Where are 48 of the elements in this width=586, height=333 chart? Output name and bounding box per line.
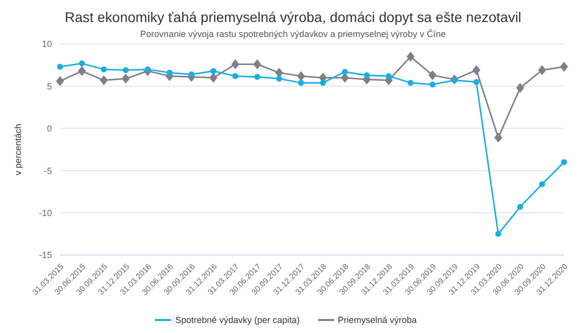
point bbox=[254, 74, 260, 80]
point bbox=[430, 82, 436, 88]
point bbox=[560, 62, 568, 72]
point bbox=[166, 70, 173, 76]
point bbox=[232, 73, 238, 80]
y-tick-label: -5 bbox=[44, 166, 52, 176]
y-axis-title: v percentách bbox=[13, 124, 24, 176]
y-tick-label: -10 bbox=[38, 208, 52, 218]
point bbox=[538, 65, 546, 76]
point bbox=[495, 230, 502, 237]
point bbox=[473, 78, 480, 85]
point bbox=[100, 66, 107, 72]
point bbox=[517, 204, 524, 210]
y-tick-label: 0 bbox=[46, 124, 52, 134]
point bbox=[406, 52, 415, 62]
y-tick-label: 10 bbox=[42, 39, 52, 50]
point bbox=[122, 67, 129, 74]
point bbox=[472, 65, 480, 76]
point bbox=[320, 80, 326, 86]
point bbox=[364, 72, 370, 78]
point bbox=[100, 75, 108, 86]
point bbox=[298, 80, 304, 86]
point bbox=[78, 60, 85, 66]
y-tick-label: -15 bbox=[38, 250, 52, 260]
chart-subtitle: Porovnanie vývoja rastu spotrebných výdavkov a priemyselnej výroby v Číne bbox=[139, 28, 447, 40]
point bbox=[209, 72, 218, 83]
point bbox=[342, 68, 348, 75]
point bbox=[188, 71, 194, 78]
point bbox=[122, 74, 130, 84]
point bbox=[408, 80, 414, 86]
point bbox=[253, 59, 262, 70]
legend-label: Priemyselná výroba bbox=[338, 315, 417, 325]
point bbox=[516, 82, 524, 93]
point bbox=[494, 132, 502, 143]
point bbox=[276, 76, 282, 82]
point bbox=[78, 66, 86, 76]
point bbox=[428, 70, 437, 80]
y-tick-label: 5 bbox=[46, 81, 52, 92]
point bbox=[57, 64, 63, 70]
point bbox=[56, 76, 64, 86]
point bbox=[231, 59, 240, 70]
point bbox=[561, 159, 567, 166]
chart-title: Rast ekonomiky ťahá priemyselná výroba, domáci dopyt sa ešte nezotavil bbox=[64, 8, 522, 26]
legend-label: Spotrebné výdavky (per capita) bbox=[175, 315, 300, 325]
point bbox=[386, 73, 392, 80]
point bbox=[539, 181, 546, 188]
point bbox=[297, 71, 306, 82]
point bbox=[210, 68, 216, 74]
